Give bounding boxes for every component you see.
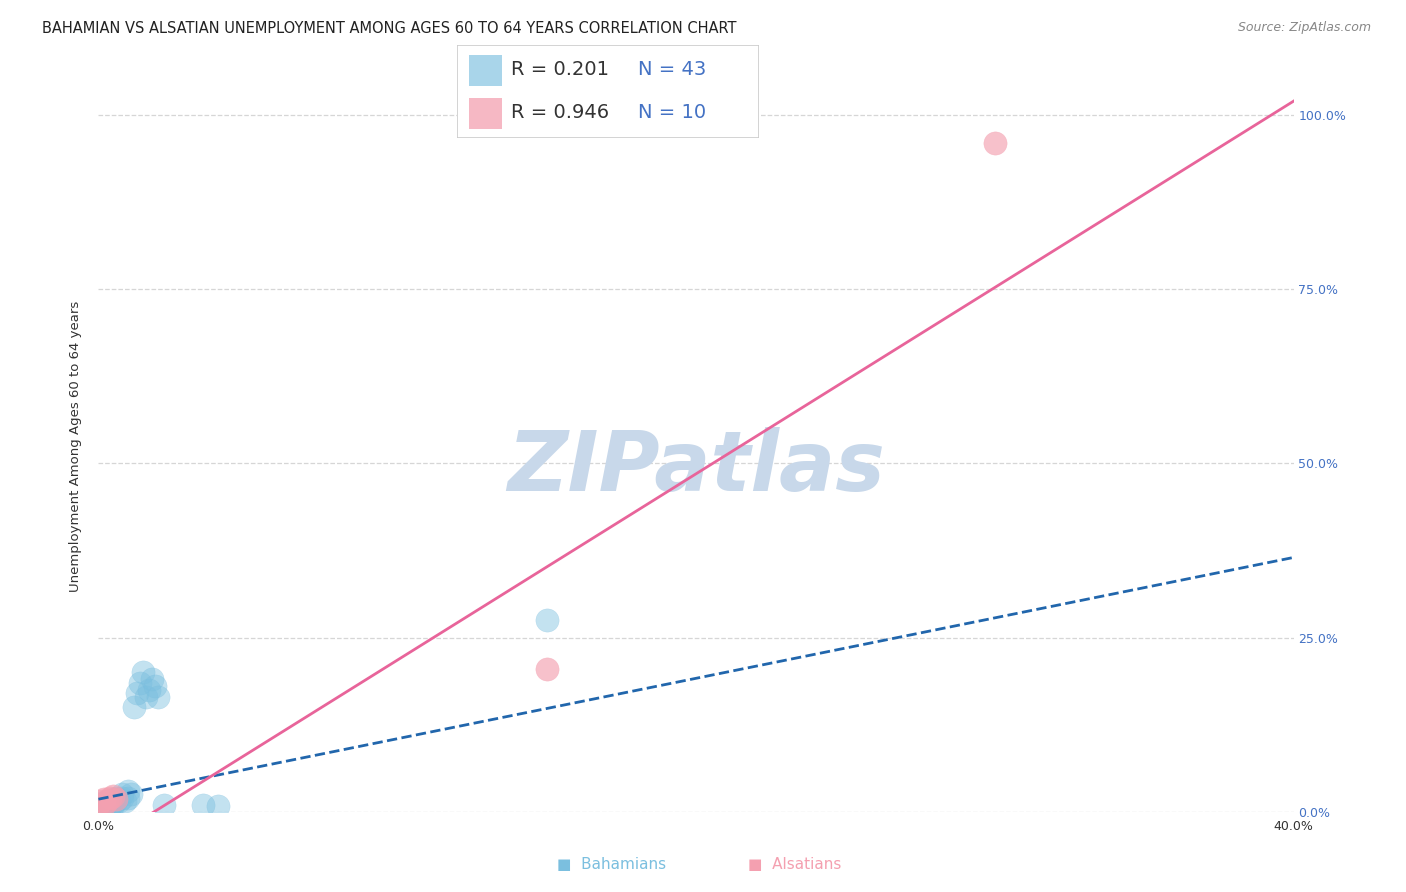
Point xyxy=(93,799,115,814)
Point xyxy=(127,686,149,700)
Point xyxy=(100,797,122,812)
Point xyxy=(138,682,160,697)
Point xyxy=(90,797,112,812)
Point xyxy=(96,799,118,814)
Point xyxy=(124,700,146,714)
Point xyxy=(111,790,134,805)
Text: BAHAMIAN VS ALSATIAN UNEMPLOYMENT AMONG AGES 60 TO 64 YEARS CORRELATION CHART: BAHAMIAN VS ALSATIAN UNEMPLOYMENT AMONG … xyxy=(42,21,737,37)
Y-axis label: Unemployment Among Ages 60 to 64 years: Unemployment Among Ages 60 to 64 years xyxy=(69,301,83,591)
Point xyxy=(96,799,118,814)
Point xyxy=(207,799,229,814)
Point xyxy=(100,790,122,805)
Point xyxy=(103,797,125,811)
Point xyxy=(984,136,1007,150)
Text: ZIPatlas: ZIPatlas xyxy=(508,427,884,508)
Point xyxy=(536,613,558,627)
Point xyxy=(141,673,163,687)
Point xyxy=(111,787,134,801)
Point xyxy=(96,797,118,812)
Point xyxy=(93,797,115,812)
Text: ■  Alsatians: ■ Alsatians xyxy=(748,857,841,872)
Point xyxy=(117,784,139,798)
Point xyxy=(120,787,142,801)
Point xyxy=(100,797,122,812)
Point xyxy=(132,665,155,680)
Point xyxy=(148,690,170,704)
Point xyxy=(96,794,118,808)
Point xyxy=(93,797,115,812)
Point xyxy=(100,799,122,814)
Point xyxy=(536,662,558,676)
Point xyxy=(87,797,110,812)
Text: R = 0.201: R = 0.201 xyxy=(512,61,609,79)
Point xyxy=(93,799,115,814)
FancyBboxPatch shape xyxy=(457,45,759,138)
Point xyxy=(114,794,136,808)
Point xyxy=(87,797,110,812)
Text: N = 43: N = 43 xyxy=(638,61,707,79)
Point xyxy=(105,792,128,806)
Text: R = 0.946: R = 0.946 xyxy=(512,103,609,122)
Point xyxy=(96,797,118,812)
Point xyxy=(87,801,110,815)
Point xyxy=(153,797,176,812)
Point xyxy=(103,797,125,812)
Point xyxy=(90,799,112,814)
Point xyxy=(87,799,110,814)
Point xyxy=(90,797,112,811)
Point xyxy=(143,679,166,693)
Point xyxy=(93,792,115,806)
Point xyxy=(117,790,139,805)
FancyBboxPatch shape xyxy=(470,98,502,129)
Point xyxy=(129,676,152,690)
Point xyxy=(93,797,115,812)
Point xyxy=(103,792,125,806)
FancyBboxPatch shape xyxy=(470,55,502,86)
Point xyxy=(90,797,112,812)
Point xyxy=(108,794,131,808)
Text: Source: ZipAtlas.com: Source: ZipAtlas.com xyxy=(1237,21,1371,35)
Point xyxy=(191,797,214,812)
Text: ■  Bahamians: ■ Bahamians xyxy=(557,857,666,872)
Point xyxy=(103,789,125,804)
Point xyxy=(90,794,112,808)
Point xyxy=(135,690,157,704)
Point xyxy=(105,794,128,808)
Text: N = 10: N = 10 xyxy=(638,103,706,122)
Point xyxy=(105,790,128,805)
